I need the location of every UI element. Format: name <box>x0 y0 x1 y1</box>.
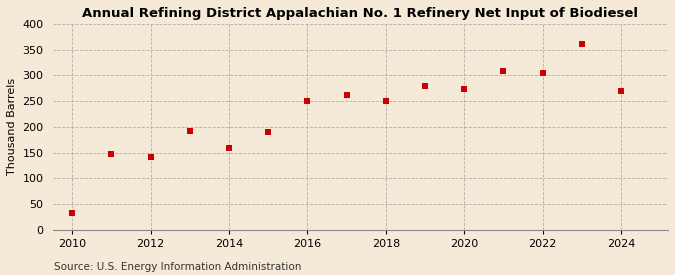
Point <box>537 71 548 75</box>
Text: Source: U.S. Energy Information Administration: Source: U.S. Energy Information Administ… <box>54 262 301 272</box>
Point <box>498 69 509 73</box>
Point <box>342 93 352 98</box>
Point <box>381 99 392 103</box>
Point <box>67 211 78 215</box>
Point <box>459 87 470 92</box>
Point <box>576 42 587 47</box>
Title: Annual Refining District Appalachian No. 1 Refinery Net Input of Biodiesel: Annual Refining District Appalachian No.… <box>82 7 639 20</box>
Point <box>420 84 431 88</box>
Point <box>223 146 234 150</box>
Point <box>145 155 156 160</box>
Y-axis label: Thousand Barrels: Thousand Barrels <box>7 78 17 175</box>
Point <box>302 99 313 103</box>
Point <box>106 152 117 156</box>
Point <box>616 89 626 93</box>
Point <box>184 129 195 134</box>
Point <box>263 130 273 134</box>
